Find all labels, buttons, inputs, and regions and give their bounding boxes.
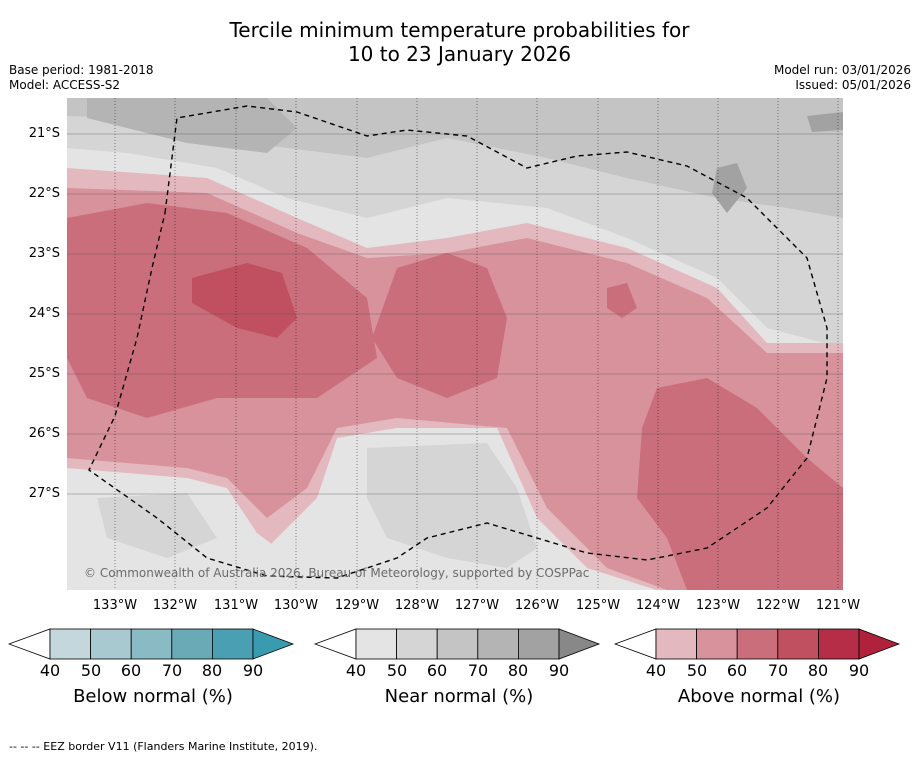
colorbar-extend-low <box>314 628 357 660</box>
colorbar-tick: 90 <box>242 661 264 680</box>
lon-label: 127°W <box>454 598 500 613</box>
colorbar-box <box>171 628 213 660</box>
title-line-2: 10 to 23 January 2026 <box>347 42 572 66</box>
lon-label: 132°W <box>152 598 198 613</box>
colorbar-box <box>211 628 254 660</box>
colorbar-tick: 40 <box>39 661 61 680</box>
colorbar-near <box>314 628 601 660</box>
eez-border <box>88 105 828 579</box>
region-above-60-spot <box>607 283 637 318</box>
base-period: Base period: 1981-2018 <box>9 63 154 77</box>
region-near-70-a <box>87 98 297 153</box>
lat-label: 27°S <box>28 486 60 501</box>
meta-left: Base period: 1981-2018 Model: ACCESS-S2 <box>9 63 154 93</box>
colorbar-below-label: Below normal (%) <box>73 686 233 707</box>
model-run: Model run: 03/01/2026 <box>773 63 911 77</box>
region-near-70-c <box>807 112 843 132</box>
lon-label: 128°W <box>394 598 440 613</box>
lat-label: 26°S <box>28 426 60 441</box>
region-near-lower-60 <box>97 493 217 558</box>
colorbar-tick: 50 <box>80 661 102 680</box>
colorbar-box <box>49 628 91 660</box>
lon-label: 133°W <box>92 598 138 613</box>
lon-label: 131°W <box>213 598 259 613</box>
colorbar-tick: 80 <box>507 661 529 680</box>
colorbar-extend-high <box>252 628 295 660</box>
issued-date: Issued: 05/01/2026 <box>795 78 911 92</box>
colorbar-tick: 40 <box>345 661 367 680</box>
colorbar-above <box>614 628 901 660</box>
lon-label: 124°W <box>635 598 681 613</box>
colorbar-box <box>736 628 779 660</box>
lat-label: 25°S <box>28 366 60 381</box>
region-above-60-central <box>372 253 507 398</box>
probability-map <box>67 98 843 590</box>
copyright-notice: © Commonwealth of Australia 2026, Bureau… <box>84 566 590 580</box>
colorbar-tick: 90 <box>548 661 570 680</box>
colorbar-tick: 80 <box>807 661 829 680</box>
colorbar-extend-high <box>858 628 901 660</box>
colorbar-extend-low <box>614 628 657 660</box>
colorbar-tick: 60 <box>426 661 448 680</box>
colorbar-box <box>436 628 479 660</box>
colorbar-tick: 70 <box>767 661 789 680</box>
graticule <box>114 98 839 590</box>
lon-label: 129°W <box>334 598 380 613</box>
lat-label: 23°S <box>28 246 60 261</box>
lat-label: 21°S <box>28 126 60 141</box>
lon-label: 130°W <box>273 598 319 613</box>
colorbar-box <box>517 628 560 660</box>
region-above-70 <box>192 263 297 338</box>
lat-label: 24°S <box>28 306 60 321</box>
colorbar-box <box>777 628 819 660</box>
lon-label: 123°W <box>695 598 741 613</box>
colorbar-box <box>355 628 397 660</box>
colorbar-tick: 50 <box>686 661 708 680</box>
colorbar-extend-high <box>558 628 601 660</box>
colorbar-above-label: Above normal (%) <box>677 686 841 707</box>
lon-label: 122°W <box>755 598 801 613</box>
latitude-lines <box>67 133 843 495</box>
lat-label: 22°S <box>28 186 60 201</box>
colorbar-tick: 50 <box>386 661 408 680</box>
model-name: Model: ACCESS-S2 <box>9 78 121 92</box>
lon-label: 125°W <box>575 598 621 613</box>
chart-title: Tercile minimum temperature probabilitie… <box>0 18 919 66</box>
lon-label: 126°W <box>514 598 560 613</box>
region-above-60-east <box>637 378 843 590</box>
colorbar-box <box>130 628 173 660</box>
colorbar-tick: 60 <box>726 661 748 680</box>
colorbar-tick: 70 <box>467 661 489 680</box>
colorbar-tick: 60 <box>120 661 142 680</box>
eez-footnote: -- -- -- EEZ border V11 (Flanders Marine… <box>9 740 318 753</box>
lon-label: 121°W <box>815 598 861 613</box>
colorbar-tick: 70 <box>161 661 183 680</box>
meta-right: Model run: 03/01/2026 Issued: 05/01/2026 <box>774 63 911 93</box>
colorbar-below <box>8 628 295 660</box>
colorbar-near-label: Near normal (%) <box>384 686 534 707</box>
map-svg <box>67 98 843 590</box>
colorbar-extend-low <box>8 628 51 660</box>
colorbar-tick: 90 <box>848 661 870 680</box>
colorbar-tick: 40 <box>645 661 667 680</box>
colorbar-box <box>696 628 738 660</box>
colorbar-box <box>655 628 697 660</box>
colorbar-tick: 80 <box>201 661 223 680</box>
colorbar-box <box>396 628 438 660</box>
title-line-1: Tercile minimum temperature probabilitie… <box>229 18 690 42</box>
colorbar-box <box>477 628 519 660</box>
region-near-lower-50 <box>367 443 537 568</box>
colorbar-box <box>817 628 860 660</box>
colorbar-box <box>90 628 132 660</box>
